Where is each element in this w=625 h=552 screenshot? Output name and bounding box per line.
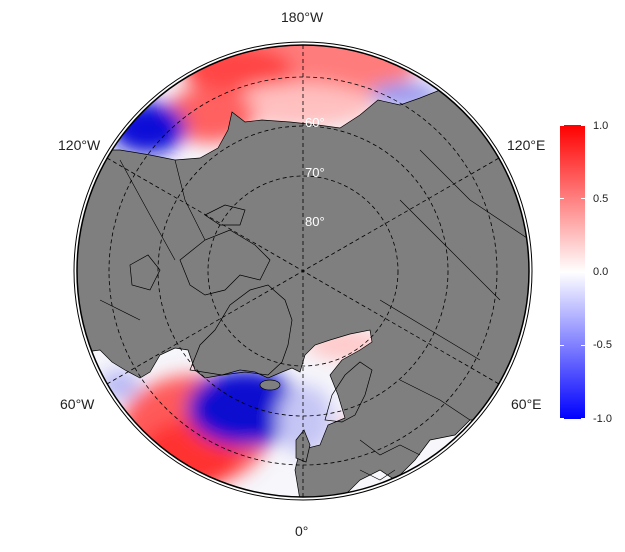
- lon-label-120e: 120°E: [507, 137, 546, 153]
- colorbar-tick-mark: [581, 198, 585, 199]
- colorbar-tick-mark: [560, 272, 564, 273]
- country-borders: [99, 149, 529, 481]
- lon-label-0: 0°: [295, 523, 309, 539]
- graticule: [106, 45, 500, 497]
- colorbar-label-neg-1: -1.0: [593, 413, 612, 425]
- colorbar-tick-mark: [581, 272, 585, 273]
- colorbar-tick-mark: [560, 125, 564, 126]
- lat-label-60: 60°: [305, 115, 325, 130]
- lon-label-120w: 120°W: [58, 137, 101, 153]
- lon-label-60e: 60°E: [511, 396, 542, 412]
- land-iceland: [259, 379, 281, 391]
- lat-label-70: 70°: [305, 165, 325, 180]
- lat-circle-80: [207, 175, 399, 367]
- anomaly-bering-pink: [225, 83, 375, 127]
- lon-label-60w: 60°W: [60, 396, 95, 412]
- meridian-120w-60e: [106, 157, 500, 385]
- colorbar: [560, 125, 585, 419]
- anomaly-norwegian-light-blue: [277, 385, 333, 455]
- lon-label-180w: 180°W: [281, 9, 324, 25]
- map-frame-outer: [73, 41, 533, 501]
- colorbar-label-1: 1.0: [593, 120, 609, 132]
- land-masses: [77, 89, 529, 497]
- land-arctic-archipelago: [179, 204, 271, 296]
- colorbar-label-0-5: 0.5: [593, 193, 609, 205]
- colorbar-label-0: 0.0: [593, 266, 609, 278]
- anomaly-gulf-alaska-blue: [110, 102, 186, 154]
- map-frame: [76, 44, 530, 498]
- colorbar-tick-mark: [560, 418, 564, 419]
- land-scandinavia: [324, 361, 373, 423]
- colorbar-tick-mark: [560, 345, 564, 346]
- colorbar-label-neg-0-5: -0.5: [593, 339, 612, 351]
- colorbar-tick-mark: [581, 418, 585, 419]
- hudson-bay: [129, 254, 161, 291]
- colorbar-tick-mark: [581, 345, 585, 346]
- colorbar-tick-mark: [581, 125, 585, 126]
- lat-label-80: 80°: [305, 214, 325, 229]
- land-greenland: [189, 284, 293, 376]
- colorbar-tick-mark: [560, 198, 564, 199]
